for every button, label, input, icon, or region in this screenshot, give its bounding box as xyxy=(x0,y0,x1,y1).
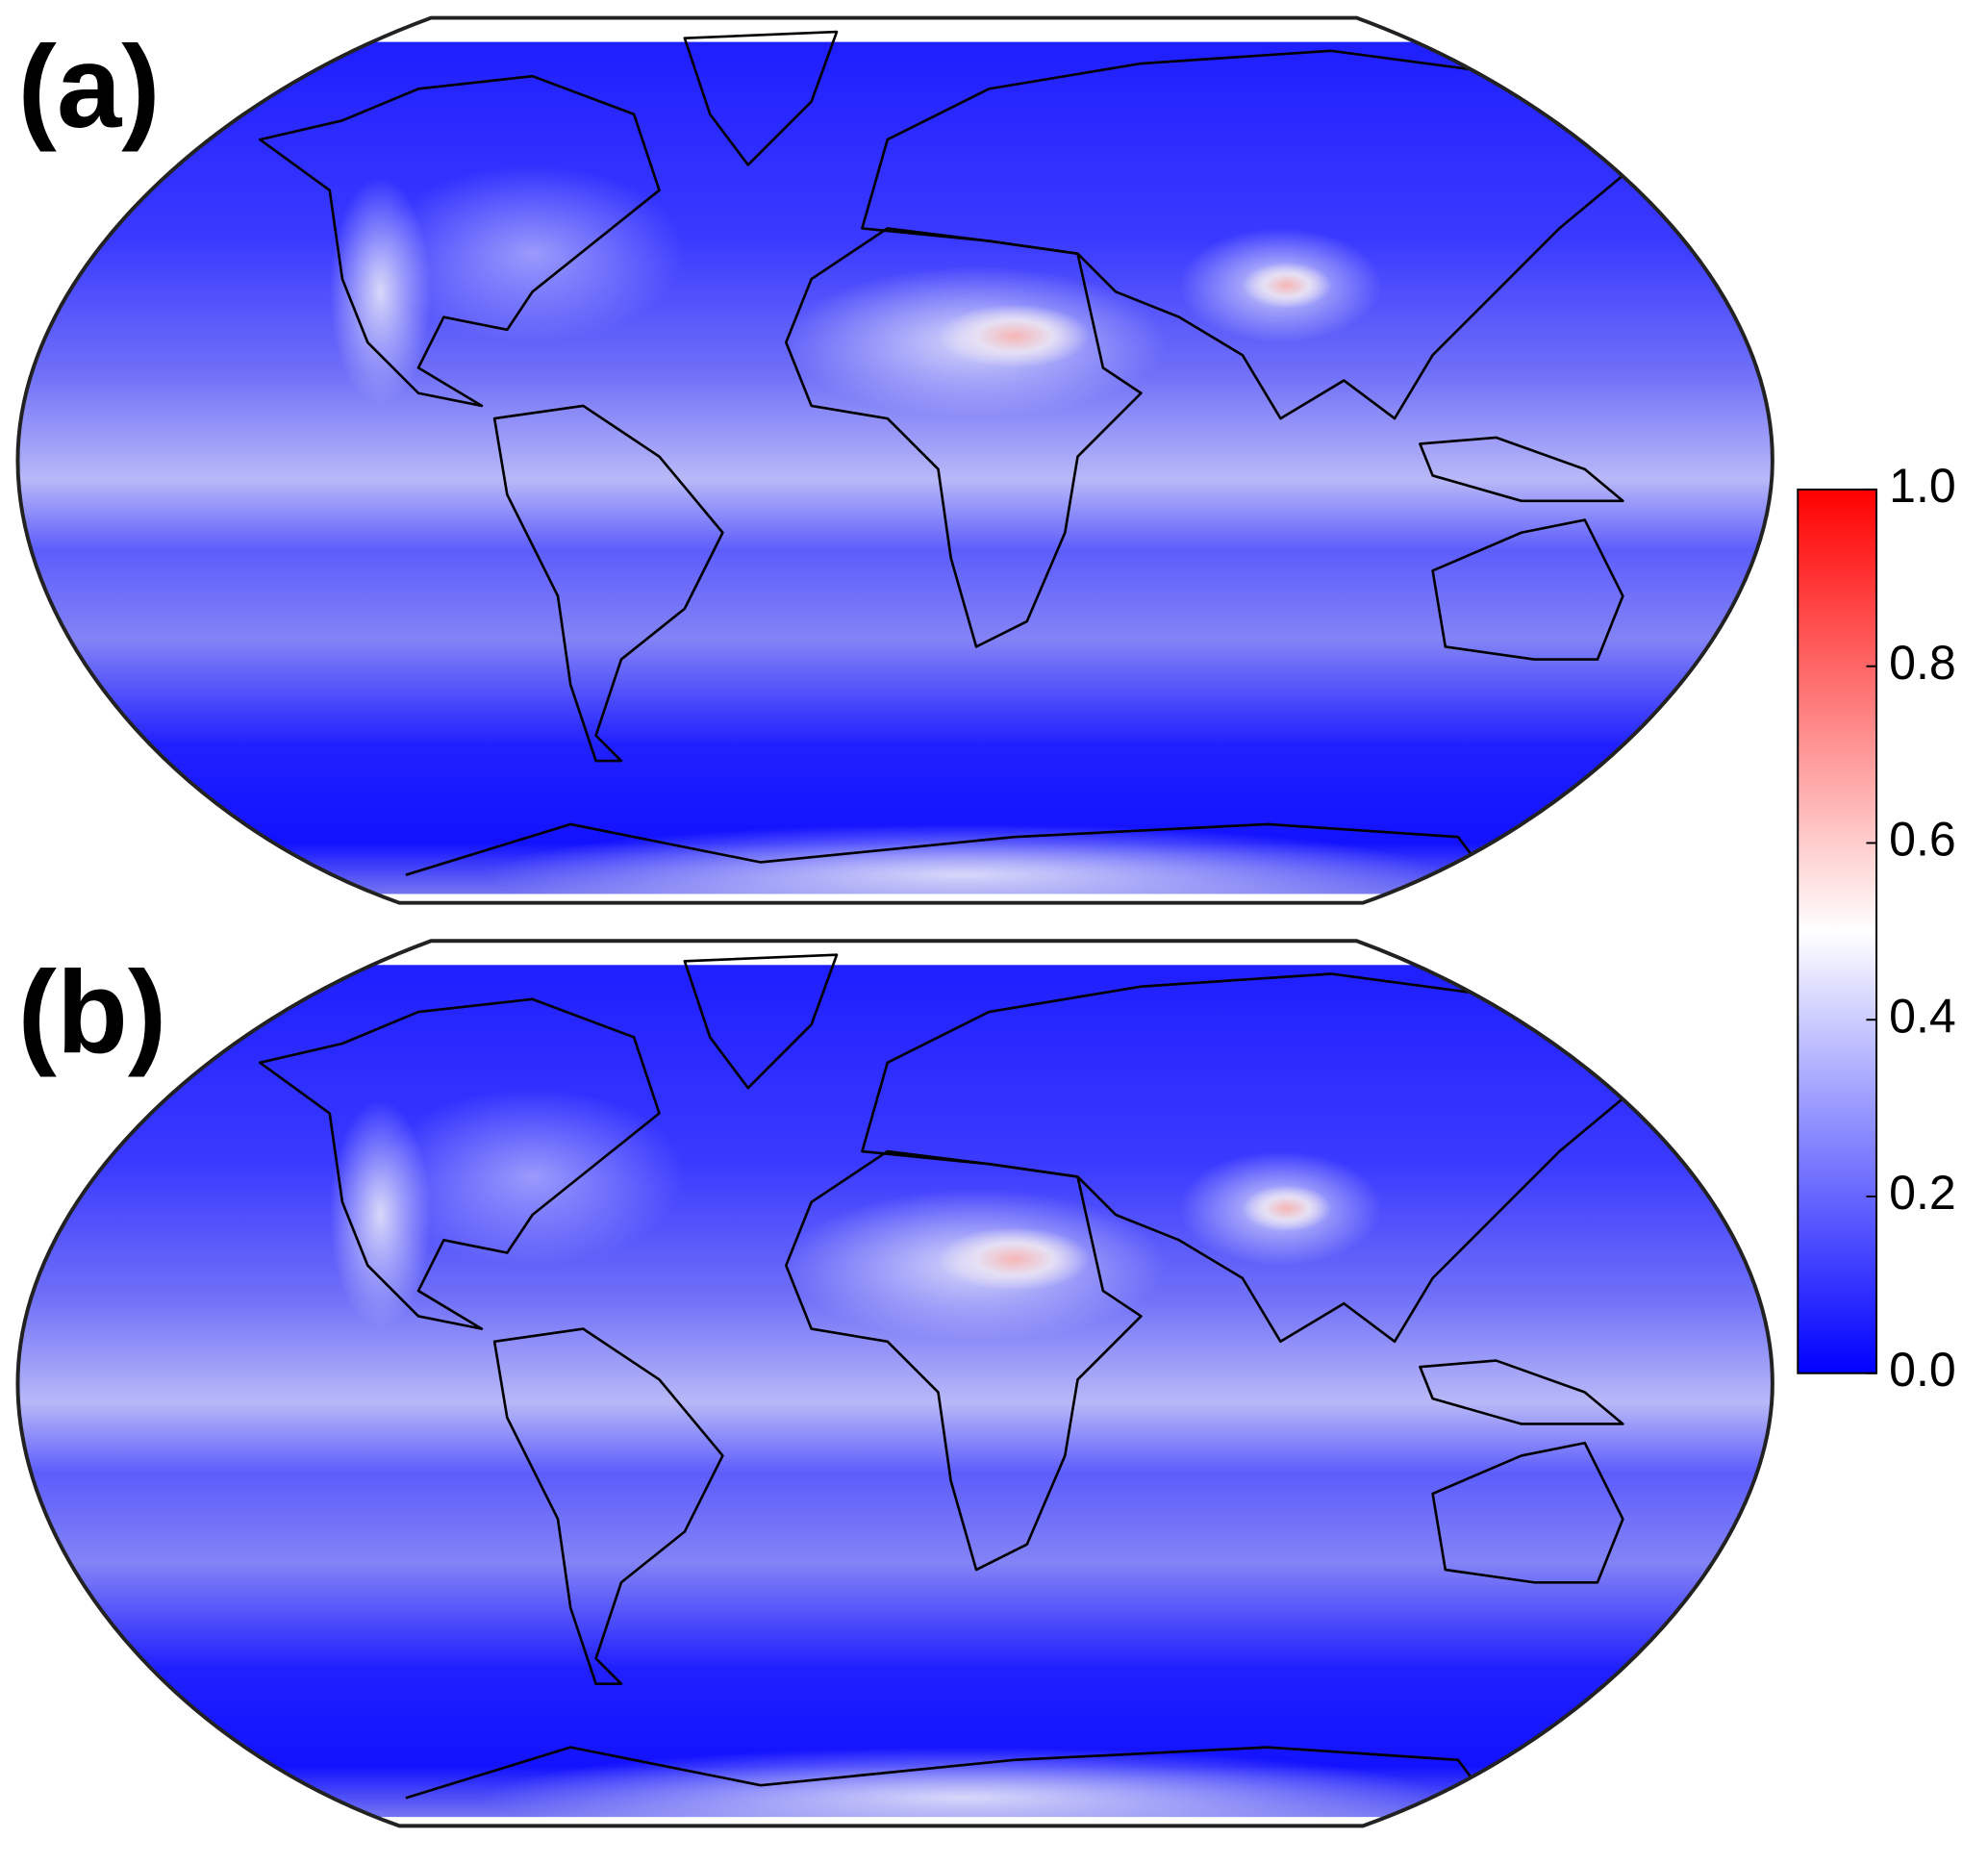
colorbar-tick-label: 1.0 xyxy=(1889,459,1956,513)
colorbar-tick-label: 0.8 xyxy=(1889,636,1956,690)
map-panel-a xyxy=(0,18,1775,926)
panel-label: (a) xyxy=(17,21,160,152)
map-panel-b xyxy=(0,941,1775,1849)
colorbar-tick-label: 0.2 xyxy=(1889,1166,1956,1220)
colorbar-scale xyxy=(1797,488,1877,1374)
colorbar-tick-label: 0.0 xyxy=(1889,1343,1956,1397)
colorbar-tick-label: 0.4 xyxy=(1889,989,1956,1043)
colorbar-tick-label: 0.6 xyxy=(1889,813,1956,867)
panel-label: (b) xyxy=(17,946,166,1077)
colorbar: 0.0 0.2 0.4 0.6 0.8 1.0 xyxy=(1797,459,1956,1397)
